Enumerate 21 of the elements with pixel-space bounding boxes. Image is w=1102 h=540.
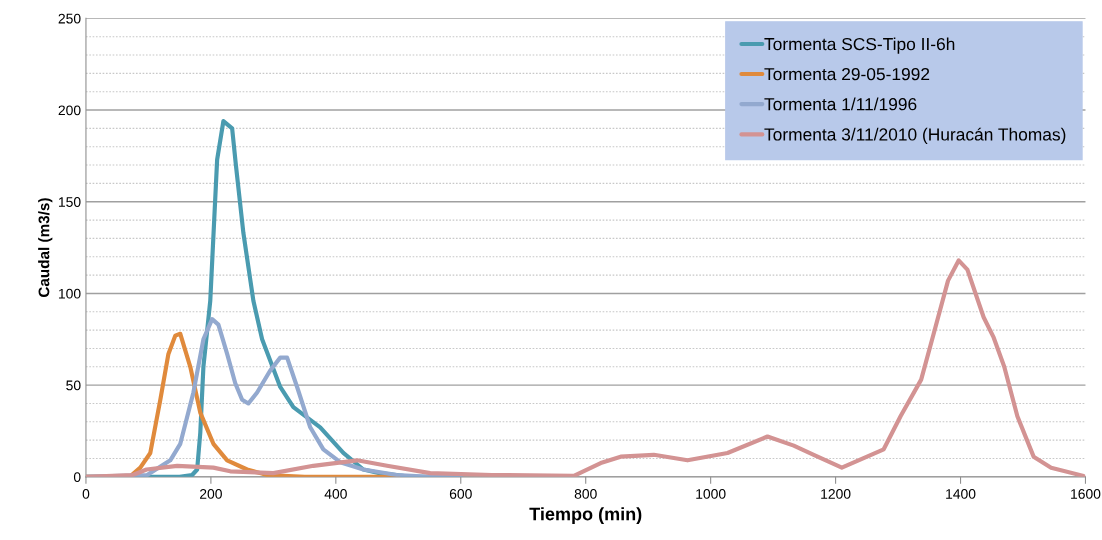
y-tick-label: 100 <box>58 288 81 299</box>
x-tick-label: 200 <box>200 488 222 499</box>
y-tick-label: 150 <box>58 197 81 207</box>
x-tick-label: 800 <box>574 488 597 499</box>
y-tick-label: 50 <box>66 380 81 391</box>
legend-label: Tormenta 1/11/1996 <box>764 97 917 111</box>
legend-label: Tormenta 29-05-1992 <box>764 67 930 81</box>
x-tick-label: 1400 <box>946 488 976 499</box>
x-axis-title: Tiempo (min) <box>529 507 642 524</box>
y-tick-label: 0 <box>73 472 81 482</box>
legend-label: Tormenta SCS-Tipo II-6h <box>764 37 955 54</box>
x-tick-label: 400 <box>324 488 347 499</box>
y-axis-title: Caudal (m3/s) <box>38 198 53 298</box>
x-tick-label: 1200 <box>821 488 851 499</box>
x-tick-label: 1600 <box>1071 488 1101 499</box>
x-tick-label: 0 <box>82 488 90 499</box>
x-tick-label: 600 <box>449 488 472 499</box>
x-tick-label: 1000 <box>696 488 726 499</box>
y-tick-label: 200 <box>58 105 81 116</box>
legend-label: Tormenta 3/11/2010 (Huracán Thomas) <box>764 127 1066 145</box>
y-tick-label: 250 <box>58 13 81 24</box>
